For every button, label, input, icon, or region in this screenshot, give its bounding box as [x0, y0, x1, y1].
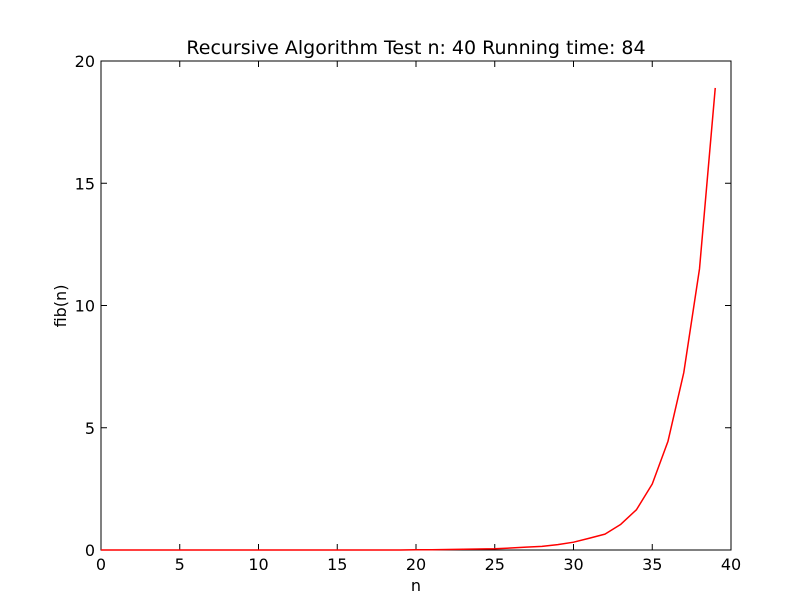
- x-tick-label: 10: [248, 555, 268, 574]
- x-tick-label: 30: [563, 555, 583, 574]
- x-tick-label: 15: [327, 555, 347, 574]
- y-axis-label: fib(n): [51, 285, 70, 328]
- plot-area: 0 5 10 15 20 25 30 35 40 0 5 10 15 20: [75, 52, 742, 574]
- x-tick-label: 20: [406, 555, 426, 574]
- y-axis-ticks: 0 5 10 15 20: [75, 52, 731, 560]
- x-tick-label: 0: [96, 555, 106, 574]
- series-line: [101, 87, 716, 551]
- x-tick-label: 35: [642, 555, 662, 574]
- chart-title: Recursive Algorithm Test n: 40 Running t…: [186, 37, 645, 59]
- x-tick-label: 40: [721, 555, 741, 574]
- y-tick-label: 10: [75, 297, 95, 316]
- x-axis-label: n: [411, 576, 421, 595]
- y-tick-label: 15: [75, 174, 95, 193]
- y-tick-label: 5: [85, 419, 95, 438]
- x-tick-label: 25: [485, 555, 505, 574]
- y-tick-label: 20: [75, 52, 95, 71]
- series-layer: [100, 87, 716, 551]
- y-tick-label: 0: [85, 541, 95, 560]
- x-axis-ticks: 0 5 10 15 20 25 30 35 40: [96, 61, 741, 574]
- x-tick-label: 5: [175, 555, 185, 574]
